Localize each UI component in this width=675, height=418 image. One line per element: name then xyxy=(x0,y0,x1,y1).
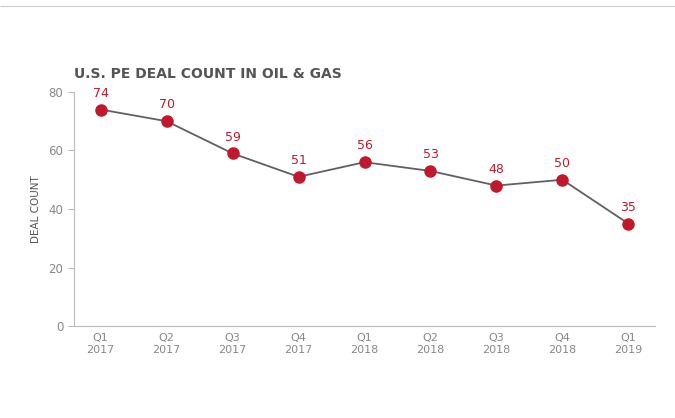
Text: 53: 53 xyxy=(423,148,438,161)
Point xyxy=(293,173,304,180)
Text: 59: 59 xyxy=(225,131,240,144)
Point xyxy=(491,182,502,189)
Point xyxy=(227,150,238,157)
Text: 35: 35 xyxy=(620,201,637,214)
Text: 48: 48 xyxy=(489,163,504,176)
Point xyxy=(161,118,172,125)
Point xyxy=(95,106,106,113)
Text: 50: 50 xyxy=(554,157,570,170)
Point xyxy=(359,159,370,166)
Text: 74: 74 xyxy=(92,87,109,100)
Y-axis label: DEAL COUNT: DEAL COUNT xyxy=(31,175,41,243)
Point xyxy=(425,168,436,174)
Point xyxy=(557,176,568,183)
Text: 56: 56 xyxy=(356,140,373,153)
Text: 70: 70 xyxy=(159,99,175,112)
Text: U.S. PE DEAL COUNT IN OIL & GAS: U.S. PE DEAL COUNT IN OIL & GAS xyxy=(74,67,342,81)
Point xyxy=(623,220,634,227)
Text: 51: 51 xyxy=(291,154,306,167)
